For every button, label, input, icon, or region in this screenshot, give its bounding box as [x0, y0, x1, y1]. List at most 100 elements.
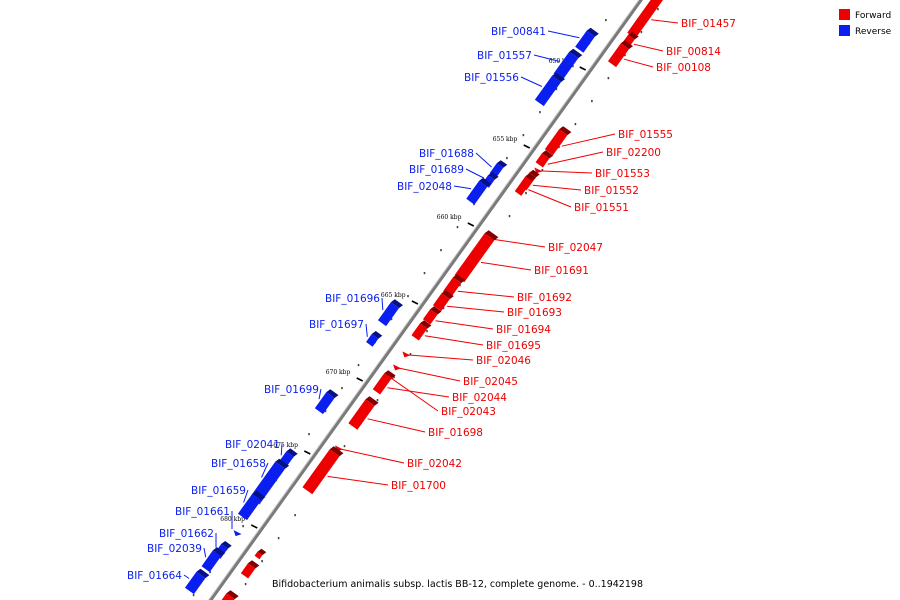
- gene-bif_00108-shape: [608, 40, 633, 68]
- gene-leader-line: [547, 151, 604, 165]
- gene-bif_01659-shape: [238, 490, 266, 521]
- minor-tick-dot: [277, 537, 280, 540]
- gene-bif_01664-shape-side: [196, 568, 210, 579]
- gene-unlabeled-shape-front: [240, 563, 256, 579]
- legend: Forward Reverse: [839, 9, 892, 37]
- scale-tick-label: 680 kbp: [220, 516, 245, 523]
- gene-bif_00814-shape-side: [628, 31, 639, 40]
- gene-bif_00108-shape-front: [608, 43, 629, 68]
- gene-bif_01659-shape-front: [238, 493, 262, 521]
- gene-bif_01700-shape-side: [329, 446, 344, 457]
- minor-tick-dot: [572, 65, 574, 68]
- gene-leader-line: [624, 58, 654, 68]
- gene-label-bif_01693: BIF_01693: [507, 307, 562, 319]
- gene-bif_01664-shape: [185, 568, 210, 595]
- gene-bif_01696-shape: [378, 299, 403, 327]
- gene-leader-line: [261, 462, 269, 478]
- gene-leader-line: [327, 475, 389, 486]
- gene-bif_01659-shape-side: [252, 490, 266, 501]
- gene-label-bif_01664: BIF_01664: [127, 570, 182, 582]
- gene-bif_02041-shape-side: [286, 448, 298, 457]
- gene-bif_01688-shape-side: [496, 160, 508, 168]
- gene-bif_01555-shape-side: [559, 126, 572, 136]
- gene-bif_01697-shape-side: [371, 331, 383, 339]
- gene-bif_02048-shape-side: [479, 177, 492, 187]
- gene-leader-line: [453, 185, 472, 190]
- gene-label-bif_01700: BIF_01700: [391, 480, 446, 492]
- gene-unlabeled-shape: [240, 560, 260, 579]
- scale-tick-label: 665 kbp: [381, 292, 406, 299]
- gene-unlabeled-shape: [254, 548, 267, 560]
- gene-bif_02200-shape: [535, 150, 554, 168]
- gene-unlabeled-shape-side: [226, 590, 239, 600]
- gene-leader-line: [633, 43, 664, 52]
- gene-bif_01556-shape: [534, 72, 565, 107]
- minor-tick-dot: [308, 433, 310, 436]
- gene-unlabeled-shape-side: [248, 560, 260, 569]
- gene-leader-line: [480, 261, 532, 271]
- gene-leader-line: [367, 418, 426, 433]
- gene-bif_01695-shape-side: [420, 320, 432, 329]
- gene-bif_02048-shape: [466, 177, 492, 205]
- gene-label-bif_01689: BIF_01689: [409, 164, 464, 176]
- gene-leader-line: [365, 323, 368, 337]
- minor-tick-dot: [640, 31, 643, 34]
- gene-bif_01697-shape-front: [366, 334, 379, 347]
- minor-tick-dot: [393, 376, 395, 379]
- gene-label-bif_01695: BIF_01695: [486, 340, 541, 352]
- gene-bif_01557-shape-front: [553, 51, 579, 81]
- gene-bif_01556-shape-side: [552, 72, 565, 83]
- gene-label-bif_01698: BIF_01698: [428, 427, 483, 439]
- minor-tick-dot: [442, 307, 445, 310]
- minor-tick-dot: [242, 525, 244, 528]
- gene-leader-line: [533, 54, 560, 62]
- gene-label-bif_01696: BIF_01696: [325, 293, 380, 305]
- gene-leader-line: [339, 448, 405, 464]
- gene-bif_00841-shape: [575, 27, 599, 53]
- gene-label-bif_02041: BIF_02041: [225, 439, 280, 451]
- gene-unlabeled-shape-front: [254, 551, 263, 560]
- minor-tick-dot: [605, 19, 607, 22]
- gene-label-bif_02042: BIF_02042: [407, 458, 462, 470]
- scale-tick-label: 660 kbp: [437, 214, 462, 221]
- minor-tick-dot: [294, 514, 296, 517]
- gene-unlabeled-shape-side: [257, 548, 267, 556]
- gene-label-bif_01551: BIF_01551: [574, 202, 629, 214]
- gene-label-bif_01692: BIF_01692: [517, 292, 572, 304]
- legend-forward-swatch: [839, 9, 850, 20]
- major-tick: [467, 222, 475, 227]
- minor-tick-dot: [324, 410, 327, 413]
- gene-bif_02200-shape-side: [542, 150, 554, 159]
- gene-bif_02044-shape-front: [372, 373, 392, 395]
- gene-leader-line: [490, 238, 546, 248]
- gene-label-bif_01659: BIF_01659: [191, 485, 246, 497]
- gene-bif_01699-shape-side: [326, 389, 339, 399]
- gene-bif_01689-shape-side: [488, 172, 499, 180]
- gene-bif_01691-shape: [454, 230, 499, 283]
- gene-bif_01553-shape: [534, 167, 543, 174]
- gene-label-bif_01555: BIF_01555: [618, 129, 673, 141]
- gene-leader-line: [465, 168, 484, 179]
- gene-label-bif_01457: BIF_01457: [681, 18, 736, 30]
- gene-unlabeled-shape-front: [221, 593, 235, 600]
- gene-leader-line: [381, 297, 384, 311]
- gene-bif_01698-shape: [348, 396, 379, 430]
- gene-label-bif_01694: BIF_01694: [496, 324, 551, 336]
- gene-label-bif_01699: BIF_01699: [264, 384, 319, 396]
- minor-tick-dot: [376, 399, 379, 402]
- gene-label-bif_01661: BIF_01661: [175, 506, 230, 518]
- gene-bif_01696-shape-side: [390, 299, 403, 309]
- minor-tick-dot: [574, 123, 577, 126]
- gene-bif_01695-shape-front: [411, 323, 428, 341]
- major-tick: [579, 66, 587, 71]
- gene-label-bif_01556: BIF_01556: [464, 72, 519, 84]
- gene-leader-line: [243, 489, 249, 503]
- gene-bif_01698-shape-front: [348, 399, 375, 430]
- minor-tick-dot: [607, 77, 610, 80]
- gene-label-bif_01697: BIF_01697: [309, 319, 364, 331]
- gene-bif_01698-shape-side: [365, 396, 379, 406]
- minor-tick-dot: [459, 284, 461, 287]
- genome-backbone-highlight: [207, 0, 640, 600]
- legend-reverse-swatch: [839, 25, 850, 36]
